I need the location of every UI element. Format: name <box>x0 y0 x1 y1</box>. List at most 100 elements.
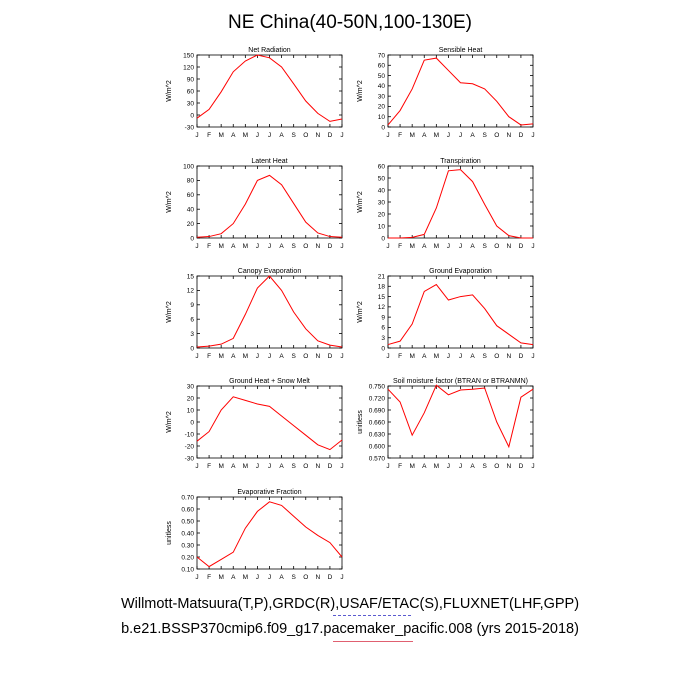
panel-title: Net Radiation <box>248 47 291 54</box>
data-point <box>268 174 270 176</box>
data-point <box>399 109 401 111</box>
y-tick-label: 40 <box>378 83 386 90</box>
x-tick-label: J <box>459 353 462 360</box>
data-point <box>508 116 510 118</box>
x-tick-label: D <box>519 132 524 139</box>
x-tick-label: J <box>531 243 534 250</box>
data-point <box>341 439 343 441</box>
y-tick-label: -30 <box>185 124 195 131</box>
chart-panel-8: Soil moisture factor (BTRAN or BTRANMN) u… <box>357 378 535 470</box>
x-tick-label: J <box>268 463 271 470</box>
y-tick-label: 0.20 <box>181 554 194 561</box>
x-tick-label: N <box>315 132 320 139</box>
y-tick-label: 80 <box>187 178 195 185</box>
data-point <box>329 344 331 346</box>
data-point <box>280 504 282 506</box>
data-point <box>305 100 307 102</box>
x-tick-label: O <box>494 132 499 139</box>
data-point <box>196 556 198 558</box>
y-tick-label: 12 <box>378 304 386 311</box>
y-axis-label: unitless <box>357 410 364 434</box>
x-tick-label: A <box>231 353 236 360</box>
data-point <box>459 168 461 170</box>
x-tick-label: D <box>328 574 333 581</box>
data-point <box>244 527 246 529</box>
data-point <box>196 236 198 238</box>
x-tick-label: J <box>268 243 271 250</box>
y-tick-label: 30 <box>187 100 195 107</box>
x-tick-label: A <box>470 243 475 250</box>
y-tick-label: 20 <box>378 104 386 111</box>
x-tick-label: O <box>494 353 499 360</box>
y-tick-label: 90 <box>187 76 195 83</box>
data-point <box>520 124 522 126</box>
data-point <box>196 346 198 348</box>
x-tick-label: J <box>386 463 389 470</box>
y-tick-label: 3 <box>190 331 194 338</box>
x-tick-label: J <box>531 353 534 360</box>
data-point <box>471 388 473 390</box>
y-tick-label: 0.60 <box>181 506 194 513</box>
panel-title: Soil moisture factor (BTRAN or BTRANMN) <box>393 378 528 385</box>
panel-title: Ground Heat + Snow Melt <box>229 378 310 385</box>
y-tick-label: 30 <box>378 199 386 206</box>
data-point <box>423 412 425 414</box>
series-line <box>196 275 343 348</box>
data-point <box>292 202 294 204</box>
y-axis-label: W/m^2 <box>357 191 364 213</box>
data-point <box>411 323 413 325</box>
y-tick-label: -10 <box>185 431 195 438</box>
data-point <box>244 203 246 205</box>
x-tick-label: A <box>231 132 236 139</box>
data-point <box>280 184 282 186</box>
x-tick-label: O <box>303 574 308 581</box>
data-point <box>208 430 210 432</box>
x-tick-label: S <box>291 243 296 250</box>
y-tick-label: 20 <box>187 395 195 402</box>
series-line <box>196 501 343 568</box>
data-point <box>459 295 461 297</box>
x-tick-label: S <box>291 353 296 360</box>
x-tick-label: A <box>231 243 236 250</box>
y-tick-label: 60 <box>378 63 386 70</box>
x-tick-label: J <box>195 132 198 139</box>
x-tick-label: J <box>447 353 450 360</box>
data-point <box>483 88 485 90</box>
data-point <box>244 399 246 401</box>
y-tick-label: 3 <box>381 335 385 342</box>
series-line <box>387 384 534 449</box>
data-point <box>496 325 498 327</box>
x-tick-label: A <box>422 243 427 250</box>
data-point <box>292 83 294 85</box>
x-tick-label: S <box>482 463 487 470</box>
x-tick-label: M <box>218 132 223 139</box>
data-point <box>435 57 437 59</box>
y-tick-label: 50 <box>378 175 386 182</box>
y-tick-label: 120 <box>183 64 194 71</box>
x-tick-label: A <box>231 463 236 470</box>
x-tick-label: J <box>340 243 343 250</box>
x-tick-label: D <box>519 353 524 360</box>
data-point <box>208 235 210 237</box>
x-tick-label: J <box>268 574 271 581</box>
data-point <box>399 401 401 403</box>
plot-frame <box>196 54 343 128</box>
data-point <box>305 221 307 223</box>
data-point <box>220 409 222 411</box>
data-point <box>317 340 319 342</box>
data-point <box>483 203 485 205</box>
data-point <box>508 446 510 448</box>
y-tick-label: 40 <box>187 207 195 214</box>
data-point <box>232 337 234 339</box>
data-point <box>280 66 282 68</box>
data-point <box>329 448 331 450</box>
x-tick-label: A <box>279 353 284 360</box>
data-point <box>399 340 401 342</box>
y-tick-label: 0 <box>381 235 385 242</box>
x-tick-label: J <box>268 132 271 139</box>
y-tick-label: 0.70 <box>181 494 194 501</box>
